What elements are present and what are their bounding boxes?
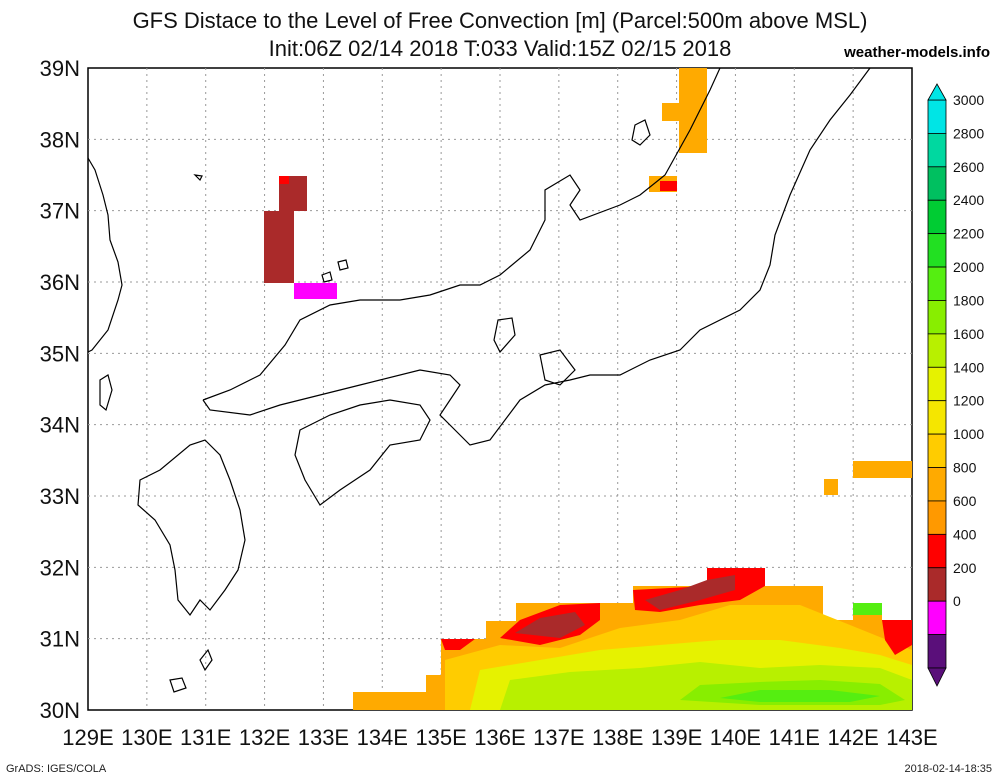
colorbar-extend-min (927, 667, 947, 687)
site-label: weather-models.info (844, 44, 990, 61)
colorbar-segment (927, 366, 947, 402)
lat-tick-label: 31N (40, 627, 80, 652)
coast-oki (321, 271, 333, 283)
lat-tick-label: 33N (40, 484, 80, 509)
lon-tick-label: 139E (651, 725, 702, 750)
colorbar: 3000280026002400220020001800160014001200… (927, 83, 984, 687)
field-region (882, 620, 912, 655)
coast-honshu-south (202, 67, 871, 446)
chart-subtitle: Init:06Z 02/14 2018 T:033 Valid:15Z 02/1… (268, 36, 732, 61)
coast-honshu-north (202, 67, 721, 401)
lon-tick-label: 138E (592, 725, 643, 750)
lon-tick-label: 137E (533, 725, 584, 750)
field-cell (853, 603, 882, 615)
colorbar-extend-max (927, 83, 947, 101)
colorbar-label: 600 (953, 493, 977, 509)
colorbar-segment (927, 500, 947, 535)
coast-korea (87, 157, 123, 353)
colorbar-segment (927, 99, 947, 134)
colorbar-segment (927, 266, 947, 301)
colorbar-label: 1000 (953, 426, 984, 442)
coast-sado (631, 119, 651, 146)
coast-island (337, 259, 349, 271)
field-cell (679, 68, 707, 153)
field-region (515, 612, 585, 638)
coast-island (169, 677, 187, 693)
colorbar-label: 0 (953, 593, 961, 609)
colorbar-segment (927, 567, 947, 602)
field-region (720, 690, 880, 702)
lon-tick-label: 129E (62, 725, 113, 750)
colorbar-segment (927, 166, 947, 201)
coast-island (199, 648, 213, 672)
colorbar-segment (927, 199, 947, 235)
lat-tick-label: 38N (40, 127, 80, 152)
field-cell (853, 461, 912, 478)
colorbar-label: 1400 (953, 359, 984, 375)
colorbar-segment (927, 467, 947, 502)
colorbar-segment (927, 233, 947, 268)
lon-tick-label: 143E (886, 725, 937, 750)
field-cell (264, 211, 294, 283)
field-cell (294, 283, 337, 299)
field-cell (660, 181, 677, 191)
colorbar-label: 3000 (953, 92, 984, 108)
chart-title: GFS Distace to the Level of Free Convect… (132, 8, 868, 33)
lon-tick-label: 140E (710, 725, 761, 750)
colorbar-segment (927, 333, 947, 368)
coast-tsushima (99, 374, 113, 412)
lon-tick-label: 141E (769, 725, 820, 750)
lon-tick-label: 136E (474, 725, 525, 750)
colorbar-label: 2000 (953, 259, 984, 275)
lon-tick-label: 134E (357, 725, 408, 750)
lat-tick-label: 32N (40, 555, 80, 580)
field-cell (824, 479, 838, 495)
coast-island (193, 174, 203, 182)
field-region (645, 575, 735, 610)
field-shading (264, 68, 912, 710)
lon-tick-label: 130E (121, 725, 172, 750)
colorbar-segment (927, 433, 947, 468)
colorbar-segment (927, 533, 947, 569)
footer-timestamp: 2018-02-14-18:35 (904, 763, 992, 775)
colorbar-label: 2800 (953, 125, 984, 141)
colorbar-label: 2200 (953, 226, 984, 242)
colorbar-label: 2400 (953, 192, 984, 208)
lon-axis: 129E 130E 131E 132E 133E 134E 135E 136E 137E 138E… (62, 725, 937, 750)
lat-tick-label: 39N (40, 56, 80, 81)
lon-tick-label: 142E (827, 725, 878, 750)
colorbar-label: 400 (953, 526, 977, 542)
lat-tick-label: 37N (40, 199, 80, 224)
coast-kyushu (137, 439, 246, 617)
colorbar-segment (927, 300, 947, 335)
colorbar-label: 800 (953, 460, 977, 476)
lon-tick-label: 132E (239, 725, 290, 750)
coast-shikoku (294, 399, 431, 506)
colorbar-label: 200 (953, 560, 977, 576)
lat-tick-label: 30N (40, 698, 80, 723)
colorbar-segment (927, 133, 947, 168)
coastlines (87, 67, 871, 693)
colorbar-label: 1600 (953, 326, 984, 342)
coast-island (493, 317, 516, 354)
colorbar-segment (927, 634, 947, 669)
field-cell (662, 103, 680, 121)
coast-island (539, 349, 576, 386)
footer-credit: GrADS: IGES/COLA (6, 763, 107, 775)
lat-tick-label: 35N (40, 341, 80, 366)
colorbar-label: 1200 (953, 393, 984, 409)
lat-tick-label: 36N (40, 270, 80, 295)
colorbar-label: 2600 (953, 159, 984, 175)
colorbar-label: 1800 (953, 292, 984, 308)
field-cell (279, 176, 289, 184)
colorbar-segment (927, 600, 947, 635)
field-region (441, 639, 475, 650)
lat-tick-label: 34N (40, 413, 80, 438)
lat-axis: 39N 38N 37N 36N 35N 34N 33N 32N 31N 30N (40, 56, 80, 723)
colorbar-segment (927, 400, 947, 435)
lon-tick-label: 133E (298, 725, 349, 750)
lon-tick-label: 131E (180, 725, 231, 750)
lon-tick-label: 135E (415, 725, 466, 750)
